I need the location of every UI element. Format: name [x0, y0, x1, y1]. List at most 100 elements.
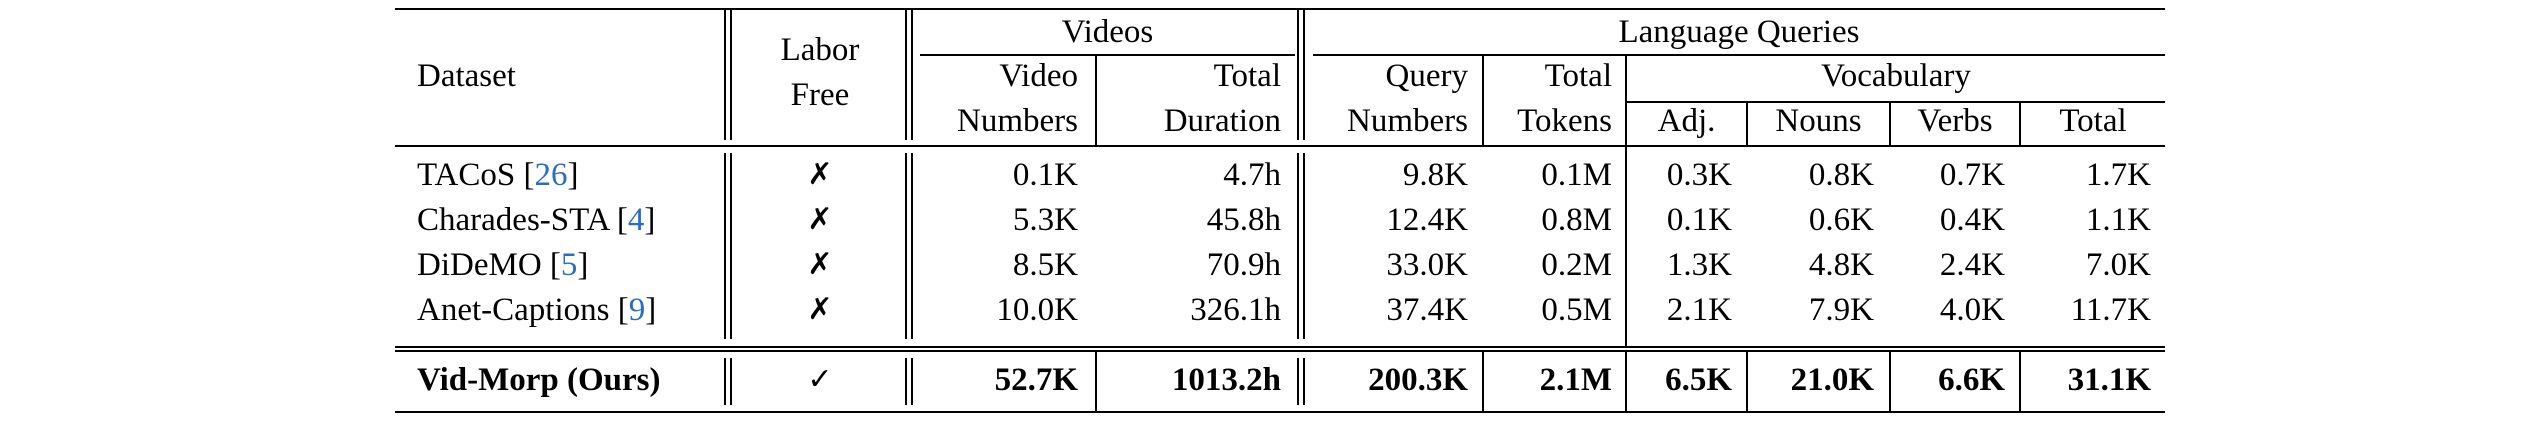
total-cell: 1.1K — [2085, 202, 2151, 238]
total-duration-cell: 326.1h — [1190, 292, 1281, 328]
dataset-name: Charades-STA — [417, 202, 609, 238]
query-numbers-cell: 37.4K — [1386, 292, 1468, 328]
header-video-numbers-2: Numbers — [957, 103, 1078, 139]
dataset-ours-rule-b — [730, 358, 732, 405]
vocab-group-rule — [1626, 101, 2165, 103]
ours-total-tokens: 2.1M — [1539, 362, 1612, 398]
citation-close-bracket: ] — [567, 157, 579, 193]
nouns-cell: 0.6K — [1808, 202, 1874, 238]
citation-close-bracket: ] — [644, 202, 656, 238]
adj-cell: 2.1K — [1666, 292, 1732, 328]
header-total: Total — [2059, 103, 2127, 139]
nouns-cell: 7.9K — [1808, 292, 1874, 328]
header-vocab-group: Vocabulary — [1821, 58, 1971, 94]
comparison-table: Dataset Labor Free Videos Video Numbers … — [395, 8, 2165, 416]
citation-link[interactable]: 9 — [628, 292, 646, 328]
lq-group-rule — [1313, 54, 2165, 56]
dataset-name: TACoS — [417, 157, 516, 193]
total-duration-cell: 70.9h — [1206, 247, 1281, 283]
adj-cell: 0.1K — [1666, 202, 1732, 238]
col-rule-tokens-ours — [1482, 352, 1484, 411]
header-videos-group: Videos — [1061, 14, 1154, 50]
dataset-name-cell: Anet-Captions [9] — [417, 290, 656, 330]
verbs-cell: 0.7K — [1939, 157, 2005, 193]
labor-body-rule-b — [911, 153, 913, 339]
header-query-numbers-2: Numbers — [1347, 103, 1468, 139]
ours-query-numbers: 200.3K — [1368, 362, 1468, 398]
citation-link[interactable]: 4 — [627, 202, 645, 238]
citation-open-bracket: [ — [608, 202, 628, 238]
dataset-name-cell: Charades-STA [4] — [417, 200, 655, 240]
video-numbers-cell: 8.5K — [1012, 247, 1078, 283]
col-rule-nouns-ours — [1746, 352, 1748, 411]
col-rule-tokens — [1482, 56, 1484, 146]
total-duration-cell: 4.7h — [1223, 157, 1281, 193]
total-tokens-cell: 0.8M — [1541, 202, 1612, 238]
citation-link[interactable]: 5 — [560, 247, 578, 283]
video-numbers-cell: 5.3K — [1012, 202, 1078, 238]
adj-cell: 1.3K — [1666, 247, 1732, 283]
labor-ours-rule-a — [905, 358, 907, 405]
citation-open-bracket: [ — [541, 247, 561, 283]
col-rule-vocab-ours — [1625, 352, 1627, 411]
query-numbers-cell: 12.4K — [1386, 202, 1468, 238]
query-numbers-cell: 9.8K — [1402, 157, 1468, 193]
nouns-cell: 4.8K — [1808, 247, 1874, 283]
col-rule-vocab — [1625, 56, 1627, 146]
col-rule-verbs-ours — [1889, 352, 1891, 411]
header-total-duration-1: Total — [1213, 58, 1281, 94]
header-lq-group: Language Queries — [1618, 14, 1860, 50]
query-numbers-cell: 33.0K — [1386, 247, 1468, 283]
header-query-numbers-1: Query — [1385, 58, 1468, 94]
citation-close-bracket: ] — [577, 247, 589, 283]
total-tokens-cell: 0.1M — [1541, 157, 1612, 193]
ours-adj: 6.5K — [1665, 362, 1732, 398]
dataset-rule-a — [724, 8, 726, 140]
citation-open-bracket: [ — [609, 292, 629, 328]
top-rule — [395, 8, 2165, 10]
header-total-duration-2: Duration — [1163, 103, 1281, 139]
video-numbers-cell: 0.1K — [1012, 157, 1078, 193]
header-bottom-rule — [395, 145, 2165, 147]
dataset-rule-b — [730, 8, 732, 140]
dataset-name-cell: TACoS [26] — [417, 155, 578, 195]
col-rule-nouns — [1746, 103, 1748, 146]
total-duration-cell: 45.8h — [1206, 202, 1281, 238]
citation-close-bracket: ] — [645, 292, 657, 328]
videos-rule-a — [1297, 8, 1299, 140]
dataset-name: Anet-Captions — [417, 292, 610, 328]
header-adj: Adj. — [1657, 103, 1716, 139]
header-nouns: Nouns — [1775, 103, 1862, 139]
col-rule-verbs — [1889, 103, 1891, 146]
videos-ours-rule-b — [1303, 358, 1305, 405]
header-verbs: Verbs — [1917, 103, 1993, 139]
ours-top-rule-a — [395, 346, 2165, 348]
videos-ours-rule-a — [1297, 358, 1299, 405]
labor-rule-b — [911, 8, 913, 140]
ours-top-rule-b — [395, 350, 2165, 352]
dataset-body-rule-b — [730, 153, 732, 339]
citation-open-bracket: [ — [515, 157, 535, 193]
header-total-tokens-1: Total — [1544, 58, 1612, 94]
ours-labor-free: ✓ — [807, 362, 833, 397]
videos-body-rule-a — [1297, 153, 1299, 339]
videos-body-rule-b — [1303, 153, 1305, 339]
labor-ours-rule-b — [911, 358, 913, 405]
col-rule-total-ours — [2019, 352, 2021, 411]
ours-verbs: 6.6K — [1938, 362, 2005, 398]
dataset-body-rule-a — [724, 153, 726, 339]
header-labor-2: Free — [790, 77, 850, 113]
header-video-numbers-1: Video — [999, 58, 1078, 94]
labor-free-cell: ✗ — [807, 247, 833, 282]
header-labor-1: Labor — [780, 32, 860, 68]
dataset-ours-rule-a — [724, 358, 726, 405]
dataset-name: DiDeMO — [417, 247, 542, 283]
header-total-tokens-2: Tokens — [1517, 103, 1612, 139]
col-rule-duration-ours — [1095, 352, 1097, 411]
total-cell: 1.7K — [2085, 157, 2151, 193]
ours-total-duration: 1013.2h — [1171, 362, 1281, 398]
citation-link[interactable]: 26 — [534, 157, 568, 193]
videos-rule-b — [1303, 8, 1305, 140]
ours-name: Vid-Morp (Ours) — [417, 362, 661, 398]
adj-cell: 0.3K — [1666, 157, 1732, 193]
